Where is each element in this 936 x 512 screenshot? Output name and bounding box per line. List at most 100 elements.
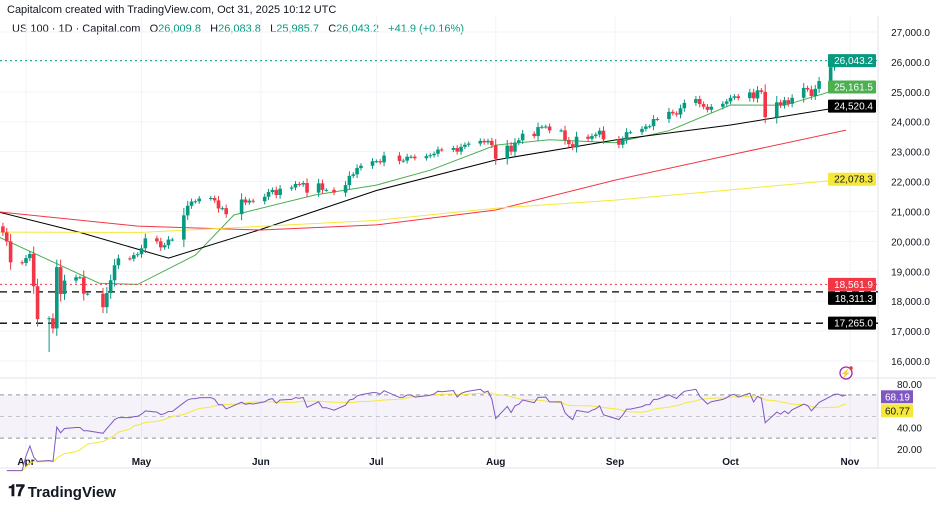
y-tick-label: 21,000.0 [891,207,930,218]
candle-body [409,156,413,158]
candle-body [413,156,417,159]
candle-body [455,148,459,152]
y-tick-label: 19,000.0 [891,267,930,278]
candle-body [682,102,687,109]
candle-body [432,153,436,156]
candle-body [490,140,494,146]
tradingview-logo: 𝟏𝟕 TradingView [8,483,116,501]
candle-body [166,239,171,246]
candle-body [543,126,548,128]
candle-body [763,91,767,118]
candle-body [305,183,309,193]
price-line-label: 26,043.2 [834,56,873,67]
x-tick-label: May [132,457,152,468]
candle-body [55,267,59,329]
candle-body [224,208,228,215]
candle-body [466,143,471,145]
candle-body [58,267,63,295]
candle-body [424,156,429,159]
candle-body [4,232,9,242]
candle-body [278,188,282,196]
ma-line-ma50 [0,105,847,259]
candle-body [266,192,271,197]
candle-body [694,98,698,103]
y-tick-label: 24,000.0 [891,118,930,129]
x-tick-label: Aug [486,457,505,468]
ma-value-label: 24,520.4 [834,102,873,113]
x-tick-label: Sep [606,457,624,468]
candle-body [540,126,544,128]
candle-body [570,144,575,148]
tv-logo-icon: 𝟏𝟕 [8,483,25,500]
candle-body [8,241,13,263]
rsi-ma-line [6,392,847,472]
candle-body [320,183,325,190]
rsi-ma-value-label-bg [881,404,913,418]
candle-body [436,149,440,154]
candle-body [108,280,113,294]
candle-body [243,199,248,203]
candle-body [193,201,198,203]
candle-body [513,142,517,152]
candle-body [35,286,40,320]
candle-body [520,133,525,141]
candle-body [51,318,55,329]
price-line-label-bg [828,54,876,68]
y-tick-label: 18,000.0 [891,297,930,308]
candle-body [701,104,706,107]
candle-body [774,102,779,118]
alert-lightning-icon [839,366,853,380]
candle-body [782,100,787,106]
price-line-label: 18,311.3 [835,294,874,305]
candle-body [170,239,175,241]
candle-body [647,126,652,128]
candle-body [289,187,294,189]
x-tick-label: Nov [840,457,859,468]
candle-body [463,144,467,147]
candle-body [755,90,760,99]
candle-body [74,277,78,281]
candle-body [628,132,633,134]
ma-value-label: 22,078.3 [834,175,873,186]
x-tick-label: Jun [252,457,270,468]
candle-body [574,136,579,148]
candle-body [721,103,725,107]
y-tick-label: 22,000.0 [891,178,930,189]
candle-body [509,145,513,152]
high-label: H [210,23,219,35]
candle-body [301,183,305,185]
ma-line-ma20 [0,86,847,285]
candle-body [678,108,683,115]
candle-body [655,119,660,121]
candle-body [101,293,105,308]
candle-body [594,134,598,137]
price-line-label: 18,561.9 [834,280,873,291]
candle-body [343,185,348,193]
candle-body [563,130,567,140]
candle-body [24,258,28,263]
rsi-tick-label: 20.00 [897,445,922,456]
low-label: L [270,23,277,35]
candle-body [667,111,671,120]
candle-body [671,111,675,114]
open-label: O [149,23,159,35]
candle-body [532,133,536,137]
candle-body [401,160,406,162]
candle-body [536,127,540,137]
candle-body [674,113,679,115]
ma-line-ma200 [0,178,847,233]
candle-body [182,215,186,240]
ma-line-ma100 [0,129,847,231]
y-tick-label: 20,000.0 [891,237,930,248]
ma-value-label-bg [828,80,876,94]
chart-attribution: Capitalcom created with TradingView.com,… [7,4,337,16]
candle-body [247,200,252,203]
candle-body [397,155,402,161]
x-tick-label: Apr [17,457,34,468]
candle-body [620,139,625,145]
candle-body [405,156,409,161]
candle-body [482,140,486,143]
close-label: C [328,23,337,35]
candle-body [732,96,737,98]
